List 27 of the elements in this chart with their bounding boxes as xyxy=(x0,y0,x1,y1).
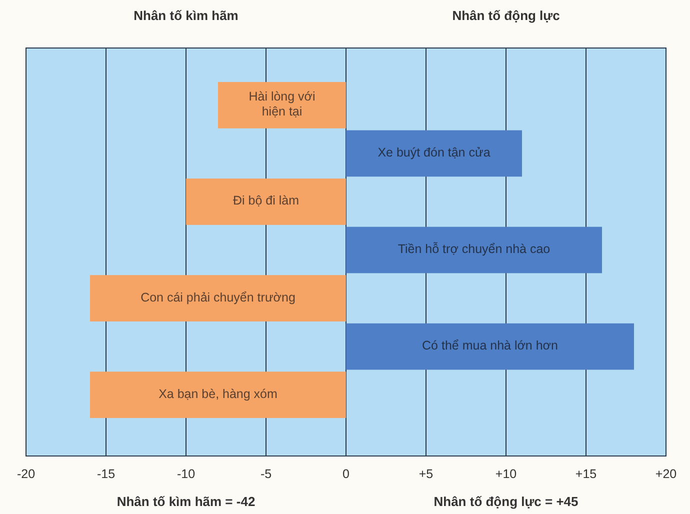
bar xyxy=(90,372,346,418)
text: Nhân tố kìm hãm = -42 xyxy=(116,494,256,509)
text: Nhân tố kìm hãm xyxy=(134,8,238,23)
x-tick-label: -15 xyxy=(96,467,116,481)
y-tick-label: Có thể mua nhà lớn hơn xyxy=(422,338,558,353)
bar xyxy=(218,82,346,128)
bar xyxy=(186,178,346,225)
bar xyxy=(346,226,602,274)
text: Nhân tố động lực = +45 xyxy=(434,494,578,509)
x-tick-label: +5 xyxy=(418,467,434,481)
y-tick-label: Đi bộ đi làm xyxy=(233,194,299,208)
y-tick-label: Tiền hỗ trợ chuyển nhà cao xyxy=(398,242,550,256)
y-tick-label: Con cái phải chuyển trường xyxy=(140,290,296,305)
x-tick-label: +10 xyxy=(495,467,517,481)
bar xyxy=(346,323,634,370)
bar xyxy=(346,130,522,177)
y-tick-label: Hài lòng với hiện tại xyxy=(248,90,316,119)
x-tick-label: 0 xyxy=(342,467,350,481)
y-tick-label: Xa bạn bè, hàng xóm xyxy=(158,387,278,402)
x-tick-label: -10 xyxy=(176,467,196,481)
y-tick-label: Xe buýt đón tận cửa xyxy=(378,146,490,160)
x-tick-label: +20 xyxy=(655,467,677,481)
text: Nhân tố động lực xyxy=(452,8,560,23)
bar xyxy=(90,275,346,322)
x-tick-label: -20 xyxy=(16,467,36,481)
x-tick-label: -5 xyxy=(260,467,272,481)
x-tick-label: +15 xyxy=(575,467,597,481)
